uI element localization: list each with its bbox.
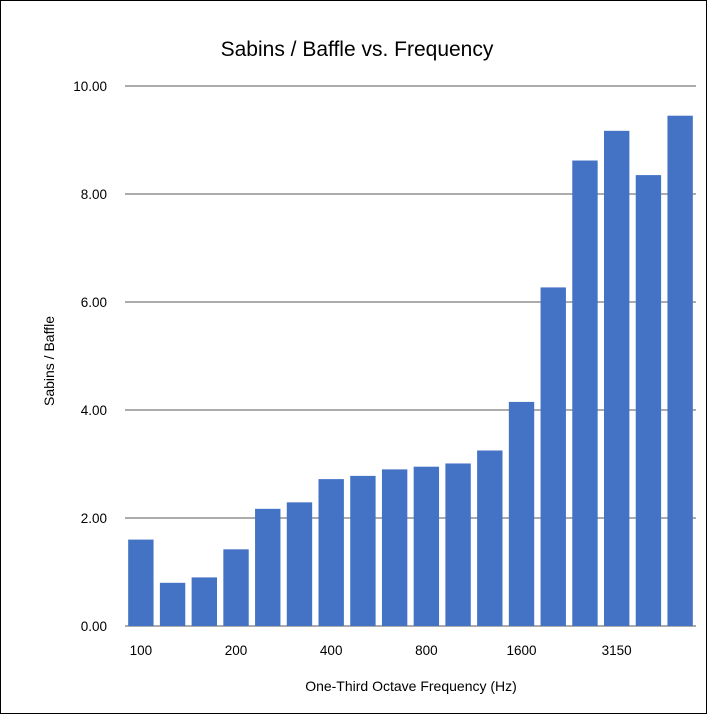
x-axis-label: One-Third Octave Frequency (Hz) (305, 678, 517, 694)
x-tick-label: 100 (130, 643, 153, 658)
bar-1000 (445, 463, 471, 626)
x-tick-label: 400 (320, 643, 343, 658)
y-tick-label: 2.00 (81, 511, 107, 526)
bar-500 (350, 475, 376, 626)
bars (128, 115, 693, 626)
y-tick-label: 6.00 (81, 295, 107, 310)
bar-160 (191, 577, 217, 626)
y-tick-label: 10.00 (73, 79, 107, 94)
x-axis-ticks: 100 200 400 800 1600 3150 (130, 643, 632, 658)
bar-800 (413, 466, 440, 626)
x-tick-label: 800 (415, 643, 438, 658)
bar-200 (223, 549, 249, 626)
bar-2500 (572, 160, 598, 626)
gridlines (125, 85, 696, 627)
chart-title: Sabins / Baffle vs. Frequency (221, 38, 494, 61)
bar-2000 (540, 287, 566, 626)
bar-3150 (604, 130, 630, 626)
bar-125 (159, 582, 186, 626)
y-axis-label: Sabins / Baffle (41, 316, 57, 406)
y-tick-label: 0.00 (81, 619, 107, 634)
x-tick-label: 200 (225, 643, 248, 658)
y-tick-label: 4.00 (81, 403, 107, 418)
bar-1250 (477, 450, 503, 626)
bar-1600 (508, 401, 535, 626)
x-tick-label: 1600 (507, 643, 537, 658)
bar-250 (255, 508, 281, 626)
bar-5000 (667, 115, 693, 626)
bar-400 (318, 479, 344, 626)
x-tick-label: 3150 (602, 643, 632, 658)
bar-100 (128, 539, 154, 626)
bar-315 (286, 502, 313, 626)
bar-630 (381, 469, 408, 626)
y-tick-label: 8.00 (81, 187, 107, 202)
y-axis-ticks: 0.00 2.00 4.00 6.00 8.00 10.00 (73, 79, 107, 634)
bar-4000 (635, 175, 662, 626)
